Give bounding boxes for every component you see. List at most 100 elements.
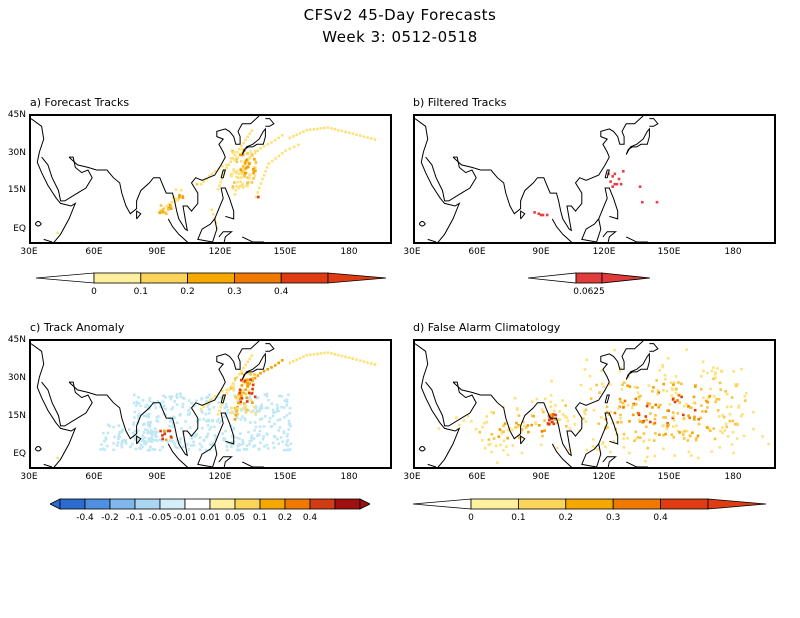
climatology-cell xyxy=(728,419,732,423)
anomaly-cell xyxy=(240,391,244,395)
track-cell xyxy=(254,160,258,164)
anomaly-cell xyxy=(202,439,205,442)
coastline xyxy=(551,443,572,467)
colorbar-segment xyxy=(233,272,282,284)
climatology-cell xyxy=(715,397,718,401)
anomaly-cell xyxy=(218,421,222,424)
anomaly-cell xyxy=(272,446,276,449)
climatology-cell xyxy=(636,386,639,389)
climatology-cell xyxy=(494,444,498,448)
climatology-cell xyxy=(540,430,544,433)
lat-label: 45N xyxy=(7,335,26,345)
climatology-cell xyxy=(669,381,673,384)
track-cell xyxy=(235,171,238,175)
track-cell xyxy=(273,139,277,142)
track-cell xyxy=(330,127,333,130)
climatology-cell xyxy=(653,417,657,421)
coastline xyxy=(604,169,610,179)
coastline xyxy=(34,446,42,452)
climatology-cell xyxy=(596,448,599,451)
colorbar-tick-label: -0.01 xyxy=(173,513,196,523)
track-cell xyxy=(288,136,292,140)
anomaly-cell xyxy=(137,417,140,420)
anomaly-cell xyxy=(287,448,290,452)
climatology-cell xyxy=(613,411,617,415)
climatology-cell xyxy=(622,381,626,384)
coastline xyxy=(214,187,235,220)
track-cell xyxy=(177,197,180,200)
climatology-cell xyxy=(628,451,631,455)
anomaly-cell xyxy=(264,415,267,418)
anomaly-cell xyxy=(139,447,143,450)
anomaly-cell xyxy=(253,429,256,432)
coastline xyxy=(197,442,218,467)
climatology-cell xyxy=(549,405,553,408)
filtered-track-cell xyxy=(545,213,549,217)
track-cell xyxy=(253,152,257,155)
anomaly-cell xyxy=(255,397,258,400)
anomaly-cell xyxy=(288,406,292,410)
coastline xyxy=(43,463,53,467)
climatology-cell xyxy=(634,437,638,441)
anomaly-cell xyxy=(251,409,255,413)
anomaly-cell xyxy=(265,392,269,396)
anomaly-cell xyxy=(182,445,185,449)
anomaly-cell xyxy=(211,419,215,423)
anomaly-cell xyxy=(253,444,257,447)
colorbar-segment xyxy=(184,498,211,510)
filtered-track-cell xyxy=(617,177,621,181)
anomaly-cell xyxy=(163,432,167,436)
climatology-cell xyxy=(634,430,638,434)
anomaly-cell xyxy=(236,397,239,401)
anomaly-cell xyxy=(271,408,275,412)
climatology-cell xyxy=(725,405,729,409)
track-cell xyxy=(241,153,245,157)
climatology-cell xyxy=(662,433,665,437)
climatology-cell xyxy=(621,383,624,386)
anomaly-cell xyxy=(222,438,226,442)
anomaly-cell xyxy=(176,396,179,399)
anomaly-cell xyxy=(254,405,258,408)
climatology-cell xyxy=(672,383,675,387)
anomaly-cell xyxy=(276,437,279,441)
anomaly-cell xyxy=(148,425,152,429)
climatology-cell xyxy=(526,424,530,427)
anomaly-cell xyxy=(229,445,233,448)
anomaly-cell xyxy=(216,413,220,416)
climatology-cell xyxy=(658,369,661,372)
climatology-cell xyxy=(712,377,715,381)
climatology-cell xyxy=(641,420,645,424)
climatology-cell xyxy=(600,416,603,419)
colorbar-tick-label: 0 xyxy=(468,513,474,523)
anomaly-cell xyxy=(138,412,141,416)
climatology-cell xyxy=(735,437,739,440)
anomaly-cell xyxy=(193,434,197,438)
track-cell xyxy=(270,141,273,144)
track-cell xyxy=(323,126,326,130)
climatology-cell xyxy=(700,404,703,407)
anomaly-cell xyxy=(207,411,211,415)
coastline xyxy=(241,352,266,380)
anomaly-cell xyxy=(208,393,211,397)
climatology-cell xyxy=(589,387,593,391)
track-cell xyxy=(174,188,178,191)
anomaly-cell xyxy=(133,416,136,419)
climatology-cell xyxy=(481,439,484,442)
track-cell xyxy=(179,189,183,192)
climatology-cell xyxy=(514,426,517,429)
filtered-track-cell xyxy=(638,185,642,188)
anomaly-cell xyxy=(149,420,152,424)
lon-label: 90E xyxy=(148,472,166,482)
anomaly-cell xyxy=(180,427,183,430)
anomaly-cell xyxy=(141,439,144,443)
anomaly-cell xyxy=(239,402,242,405)
lon-label: 150E xyxy=(657,472,681,482)
anomaly-cell xyxy=(287,393,290,396)
climatology-cell xyxy=(694,385,697,388)
track-cell xyxy=(230,174,233,178)
anomaly-cell xyxy=(277,361,280,365)
anomaly-cell xyxy=(233,394,236,397)
anomaly-cell xyxy=(226,441,229,444)
track-cell xyxy=(280,134,284,137)
climatology-cell xyxy=(498,428,502,431)
